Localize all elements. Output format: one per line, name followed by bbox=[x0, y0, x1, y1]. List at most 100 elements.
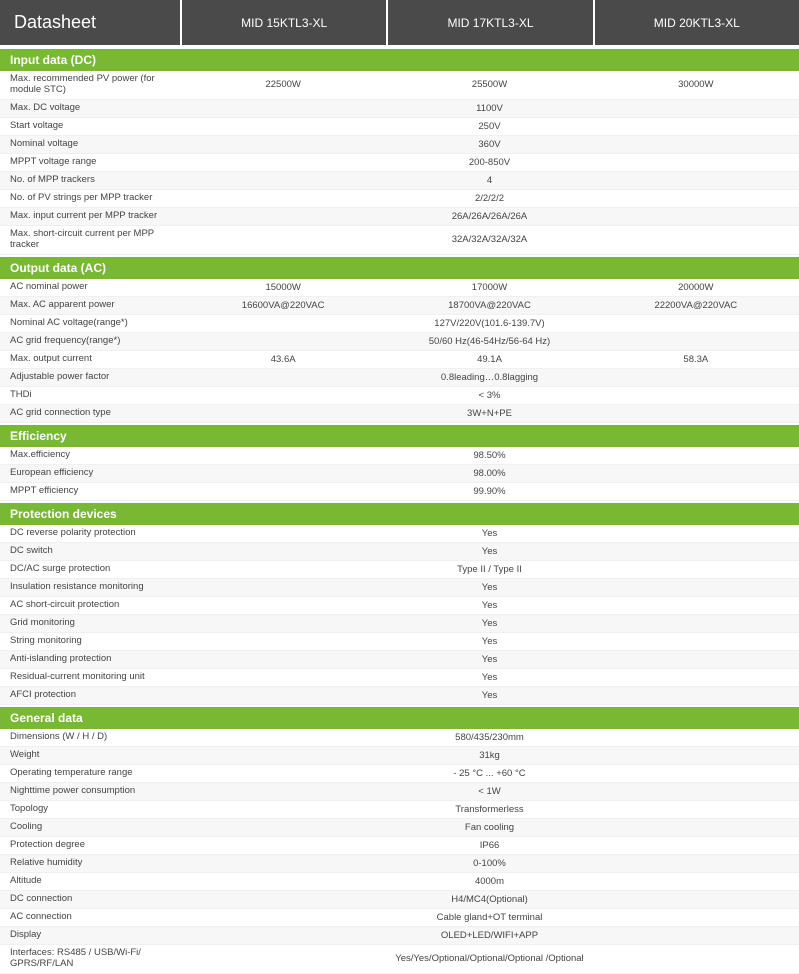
row-value: IP66 bbox=[180, 837, 799, 854]
row-label: Nominal voltage bbox=[0, 136, 180, 153]
row-value: 31kg bbox=[180, 747, 799, 764]
row-label: Cooling bbox=[0, 819, 180, 836]
row-value: 127V/220V(101.6-139.7V) bbox=[180, 315, 799, 332]
section-body: DC reverse polarity protectionYesDC swit… bbox=[0, 525, 799, 705]
table-row: Adjustable power factor0.8leading…0.8lag… bbox=[0, 369, 799, 387]
row-value: 3W+N+PE bbox=[180, 405, 799, 422]
row-value: 200-850V bbox=[180, 154, 799, 171]
row-label: Insulation resistance monitoring bbox=[0, 579, 180, 596]
row-label: AC grid frequency(range*) bbox=[0, 333, 180, 350]
row-label: AC grid connection type bbox=[0, 405, 180, 422]
table-row: AFCI protectionYes bbox=[0, 687, 799, 705]
table-row: DC switchYes bbox=[0, 543, 799, 561]
table-row: Nominal AC voltage(range*)127V/220V(101.… bbox=[0, 315, 799, 333]
datasheet-header: Datasheet MID 15KTL3-XL MID 17KTL3-XL MI… bbox=[0, 0, 799, 45]
row-value: 580/435/230mm bbox=[180, 729, 799, 746]
section-header: Efficiency bbox=[0, 425, 799, 447]
table-row: Max. short-circuit current per MPP track… bbox=[0, 226, 799, 255]
row-label: Interfaces: RS485 / USB/Wi-Fi/ GPRS/RF/L… bbox=[0, 945, 180, 973]
row-label: Max. output current bbox=[0, 351, 180, 368]
row-label: Adjustable power factor bbox=[0, 369, 180, 386]
table-row: Max. DC voltage1100V bbox=[0, 100, 799, 118]
row-label: Dimensions (W / H / D) bbox=[0, 729, 180, 746]
row-label: Residual-current monitoring unit bbox=[0, 669, 180, 686]
row-value: 15000W bbox=[180, 279, 386, 296]
table-row: Interfaces: RS485 / USB/Wi-Fi/ GPRS/RF/L… bbox=[0, 945, 799, 974]
model-col-2: MID 20KTL3-XL bbox=[595, 0, 799, 45]
row-value: - 25 °C ... +60 °C bbox=[180, 765, 799, 782]
row-value: 0-100% bbox=[180, 855, 799, 872]
row-value: 58.3A bbox=[593, 351, 799, 368]
table-row: AC short-circuit protectionYes bbox=[0, 597, 799, 615]
table-row: AC nominal power15000W17000W20000W bbox=[0, 279, 799, 297]
table-row: Max.efficiency98.50% bbox=[0, 447, 799, 465]
table-row: MPPT efficiency99.90% bbox=[0, 483, 799, 501]
table-row: MPPT voltage range200-850V bbox=[0, 154, 799, 172]
row-value: Yes bbox=[180, 651, 799, 668]
table-row: No. of PV strings per MPP tracker2/2/2/2 bbox=[0, 190, 799, 208]
row-value: 49.1A bbox=[386, 351, 592, 368]
row-label: Display bbox=[0, 927, 180, 944]
table-row: Altitude4000m bbox=[0, 873, 799, 891]
table-row: Nominal voltage360V bbox=[0, 136, 799, 154]
datasheet-title: Datasheet bbox=[0, 0, 180, 45]
table-row: Nighttime power consumption< 1W bbox=[0, 783, 799, 801]
table-row: Anti-islanding protectionYes bbox=[0, 651, 799, 669]
table-row: Max. recommended PV power (for module ST… bbox=[0, 71, 799, 100]
table-row: Relative humidity0-100% bbox=[0, 855, 799, 873]
table-row: Grid monitoringYes bbox=[0, 615, 799, 633]
table-row: DC/AC surge protectionType II / Type II bbox=[0, 561, 799, 579]
row-value: 4000m bbox=[180, 873, 799, 890]
table-row: Operating temperature range- 25 °C ... +… bbox=[0, 765, 799, 783]
row-label: Nighttime power consumption bbox=[0, 783, 180, 800]
table-row: AC grid connection type3W+N+PE bbox=[0, 405, 799, 423]
row-value: 0.8leading…0.8lagging bbox=[180, 369, 799, 386]
row-value: 98.00% bbox=[180, 465, 799, 482]
row-value: 17000W bbox=[386, 279, 592, 296]
table-row: European efficiency98.00% bbox=[0, 465, 799, 483]
row-value: 32A/32A/32A/32A bbox=[180, 231, 799, 248]
row-value: 4 bbox=[180, 172, 799, 189]
row-label: Max.efficiency bbox=[0, 447, 180, 464]
table-row: DC reverse polarity protectionYes bbox=[0, 525, 799, 543]
table-row: Start voltage250V bbox=[0, 118, 799, 136]
row-value: 43.6A bbox=[180, 351, 386, 368]
row-label: Protection degree bbox=[0, 837, 180, 854]
row-label: Weight bbox=[0, 747, 180, 764]
row-label: DC reverse polarity protection bbox=[0, 525, 180, 542]
section-header: Output data (AC) bbox=[0, 257, 799, 279]
row-label: MPPT voltage range bbox=[0, 154, 180, 171]
row-label: Operating temperature range bbox=[0, 765, 180, 782]
section-body: Max.efficiency98.50%European efficiency9… bbox=[0, 447, 799, 501]
model-col-1: MID 17KTL3-XL bbox=[388, 0, 592, 45]
row-label: DC/AC surge protection bbox=[0, 561, 180, 578]
row-label: Grid monitoring bbox=[0, 615, 180, 632]
row-label: Max. DC voltage bbox=[0, 100, 180, 117]
row-label: Altitude bbox=[0, 873, 180, 890]
section-header: Input data (DC) bbox=[0, 49, 799, 71]
row-value: 22200VA@220VAC bbox=[593, 297, 799, 314]
table-row: String monitoringYes bbox=[0, 633, 799, 651]
section-body: Dimensions (W / H / D)580/435/230mmWeigh… bbox=[0, 729, 799, 974]
table-row: Dimensions (W / H / D)580/435/230mm bbox=[0, 729, 799, 747]
row-value: 2/2/2/2 bbox=[180, 190, 799, 207]
row-value: Yes bbox=[180, 633, 799, 650]
row-value: Yes bbox=[180, 525, 799, 542]
row-value: Yes bbox=[180, 669, 799, 686]
row-value: 250V bbox=[180, 118, 799, 135]
table-row: Protection degreeIP66 bbox=[0, 837, 799, 855]
row-label: AFCI protection bbox=[0, 687, 180, 704]
row-label: AC short-circuit protection bbox=[0, 597, 180, 614]
table-row: AC connectionCable gland+OT terminal bbox=[0, 909, 799, 927]
row-label: Max. short-circuit current per MPP track… bbox=[0, 226, 180, 254]
row-value: Yes bbox=[180, 687, 799, 704]
row-label: DC connection bbox=[0, 891, 180, 908]
row-value: Type II / Type II bbox=[180, 561, 799, 578]
row-value: 25500W bbox=[386, 76, 592, 93]
row-value: 99.90% bbox=[180, 483, 799, 500]
row-value: < 3% bbox=[180, 387, 799, 404]
table-row: No. of MPP trackers4 bbox=[0, 172, 799, 190]
row-value: H4/MC4(Optional) bbox=[180, 891, 799, 908]
table-row: THDi< 3% bbox=[0, 387, 799, 405]
row-label: Topology bbox=[0, 801, 180, 818]
